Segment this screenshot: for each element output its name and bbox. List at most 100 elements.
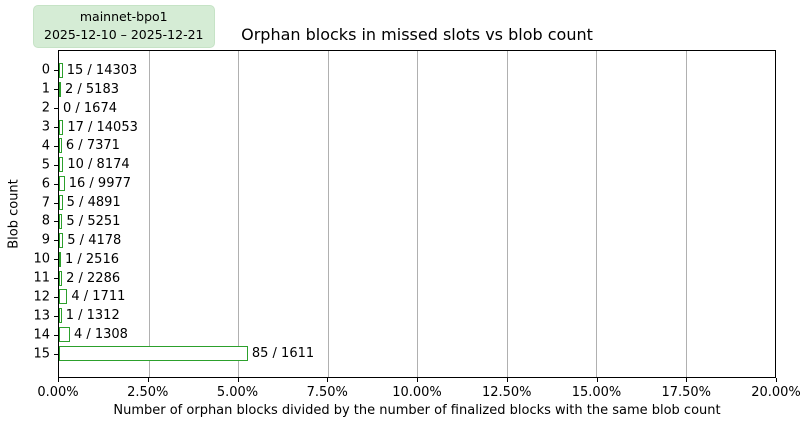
y-tick-mark xyxy=(54,145,58,147)
y-tick-label: 10 xyxy=(33,251,50,267)
bar-row: 15 85 / 1611 xyxy=(33,344,775,363)
x-tick-mark xyxy=(506,378,508,382)
bar-value-label: 15 / 14303 xyxy=(66,62,138,78)
gridline xyxy=(596,51,597,377)
gridline xyxy=(417,51,418,377)
bar xyxy=(59,232,64,248)
x-tick-label: 15.00% xyxy=(571,385,622,400)
bar xyxy=(59,346,248,362)
plot-area: 0 15 / 14303 1 2 / 5183 2 0 / 1674 3 17 / 14053… xyxy=(33,50,776,378)
y-tick-mark xyxy=(54,296,58,298)
y-tick-mark xyxy=(54,221,58,223)
bar-row: 6 16 / 9977 xyxy=(42,174,775,193)
bar-value-label: 5 / 4178 xyxy=(67,232,122,248)
x-tick-label: 12.50% xyxy=(481,385,532,400)
y-tick-mark xyxy=(54,353,58,355)
bar xyxy=(59,270,63,286)
y-tick-mark xyxy=(54,70,58,72)
y-tick-label: 5 xyxy=(41,157,50,173)
y-tick-mark xyxy=(54,108,58,110)
bar xyxy=(59,289,68,305)
x-tick-label: 10.00% xyxy=(392,385,442,400)
y-tick-label: 1 xyxy=(41,81,50,97)
y-tick-mark xyxy=(54,315,58,317)
gridline xyxy=(148,51,150,377)
bar-value-label: 17 / 14053 xyxy=(67,119,138,135)
bar xyxy=(59,157,64,173)
bar-row: 14 4 / 1308 xyxy=(33,325,775,344)
bar-row: 0 15 / 14303 xyxy=(42,61,775,80)
y-tick-mark xyxy=(54,278,58,280)
x-tick-label: 17.50% xyxy=(661,385,712,400)
y-tick-label: 14 xyxy=(33,327,50,343)
y-tick-label: 0 xyxy=(41,62,50,78)
bar-value-label: 1 / 2516 xyxy=(65,251,119,267)
legend-box: mainnet-bpo1 2025-12-10 – 2025-12-21 xyxy=(33,5,215,49)
bar-value-label: 5 / 5251 xyxy=(66,213,121,229)
y-tick-label: 11 xyxy=(33,270,50,286)
x-tick-label: 0.00% xyxy=(37,385,79,400)
y-tick-mark xyxy=(54,202,58,204)
bar-row: 1 2 / 5183 xyxy=(42,80,775,99)
y-tick-label: 7 xyxy=(41,195,50,211)
bar-value-label: 4 / 1308 xyxy=(73,327,128,343)
bar-value-label: 10 / 8174 xyxy=(67,157,130,173)
bar-value-label: 1 / 1312 xyxy=(65,308,120,324)
bar-row: 3 17 / 14053 xyxy=(42,118,775,137)
bar xyxy=(59,251,61,267)
bar xyxy=(59,81,61,97)
gridline xyxy=(685,51,687,377)
x-tick-label: 7.50% xyxy=(306,385,348,400)
bar-row: 10 1 / 2516 xyxy=(33,250,775,269)
bar-value-label: 5 / 4891 xyxy=(66,195,121,211)
bar-row: 9 5 / 4178 xyxy=(42,231,775,250)
bar-value-label: 0 / 1674 xyxy=(63,100,117,116)
bar-row: 4 6 / 7371 xyxy=(42,137,775,156)
x-tick-mark xyxy=(58,378,59,382)
x-tick-mark xyxy=(147,378,149,382)
chart-title: Orphan blocks in missed slots vs blob co… xyxy=(241,25,593,44)
gridline xyxy=(506,51,508,377)
bar-row: 11 2 / 2286 xyxy=(33,269,775,288)
bar xyxy=(59,62,63,78)
bar-row: 7 5 / 4891 xyxy=(42,193,775,212)
x-tick-mark xyxy=(596,378,598,382)
x-tick-mark xyxy=(417,378,418,382)
x-tick-label: 20.00% xyxy=(751,385,801,400)
x-tick-mark xyxy=(686,378,688,382)
bar-row: 13 1 / 1312 xyxy=(33,306,775,325)
bar-rows: 0 15 / 14303 1 2 / 5183 2 0 / 1674 3 17 / 14053… xyxy=(33,51,775,377)
legend-date-range: 2025-12-10 – 2025-12-21 xyxy=(44,27,204,43)
y-tick-label: 13 xyxy=(33,308,50,324)
y-tick-mark xyxy=(54,127,58,129)
bar xyxy=(59,308,62,324)
y-tick-mark xyxy=(54,240,58,242)
x-tick-mark xyxy=(237,378,239,382)
x-axis-ticks: 0.00% 2.50% 5.00% 7.50% 10.00% 12.50% 15.00% 17… xyxy=(37,378,801,400)
y-tick-label: 4 xyxy=(41,138,50,154)
legend-series-name: mainnet-bpo1 xyxy=(79,9,168,24)
bar xyxy=(59,195,63,211)
x-tick-label: 5.00% xyxy=(216,385,259,400)
bar-row: 8 5 / 5251 xyxy=(42,212,775,231)
y-tick-label: 6 xyxy=(41,176,50,192)
x-tick-mark xyxy=(776,378,777,382)
bar-row: 5 10 / 8174 xyxy=(42,155,775,174)
bar xyxy=(59,327,70,343)
bar-value-label: 85 / 1611 xyxy=(251,346,315,362)
bar xyxy=(59,176,65,192)
bar-value-label: 2 / 2286 xyxy=(66,270,121,286)
bar-value-label: 2 / 5183 xyxy=(65,81,119,97)
bar-value-label: 16 / 9977 xyxy=(68,176,132,192)
y-tick-mark xyxy=(54,89,58,91)
bar-row: 12 4 / 1711 xyxy=(33,288,775,307)
bar xyxy=(59,213,63,229)
y-tick-mark xyxy=(54,334,58,336)
y-tick-label: 8 xyxy=(41,213,50,229)
gridline xyxy=(238,51,239,377)
y-tick-label: 15 xyxy=(33,346,50,362)
y-tick-label: 9 xyxy=(41,232,50,248)
y-tick-mark xyxy=(54,183,58,185)
y-tick-mark xyxy=(54,164,58,166)
x-axis-label: Number of orphan blocks divided by the n… xyxy=(113,403,721,418)
